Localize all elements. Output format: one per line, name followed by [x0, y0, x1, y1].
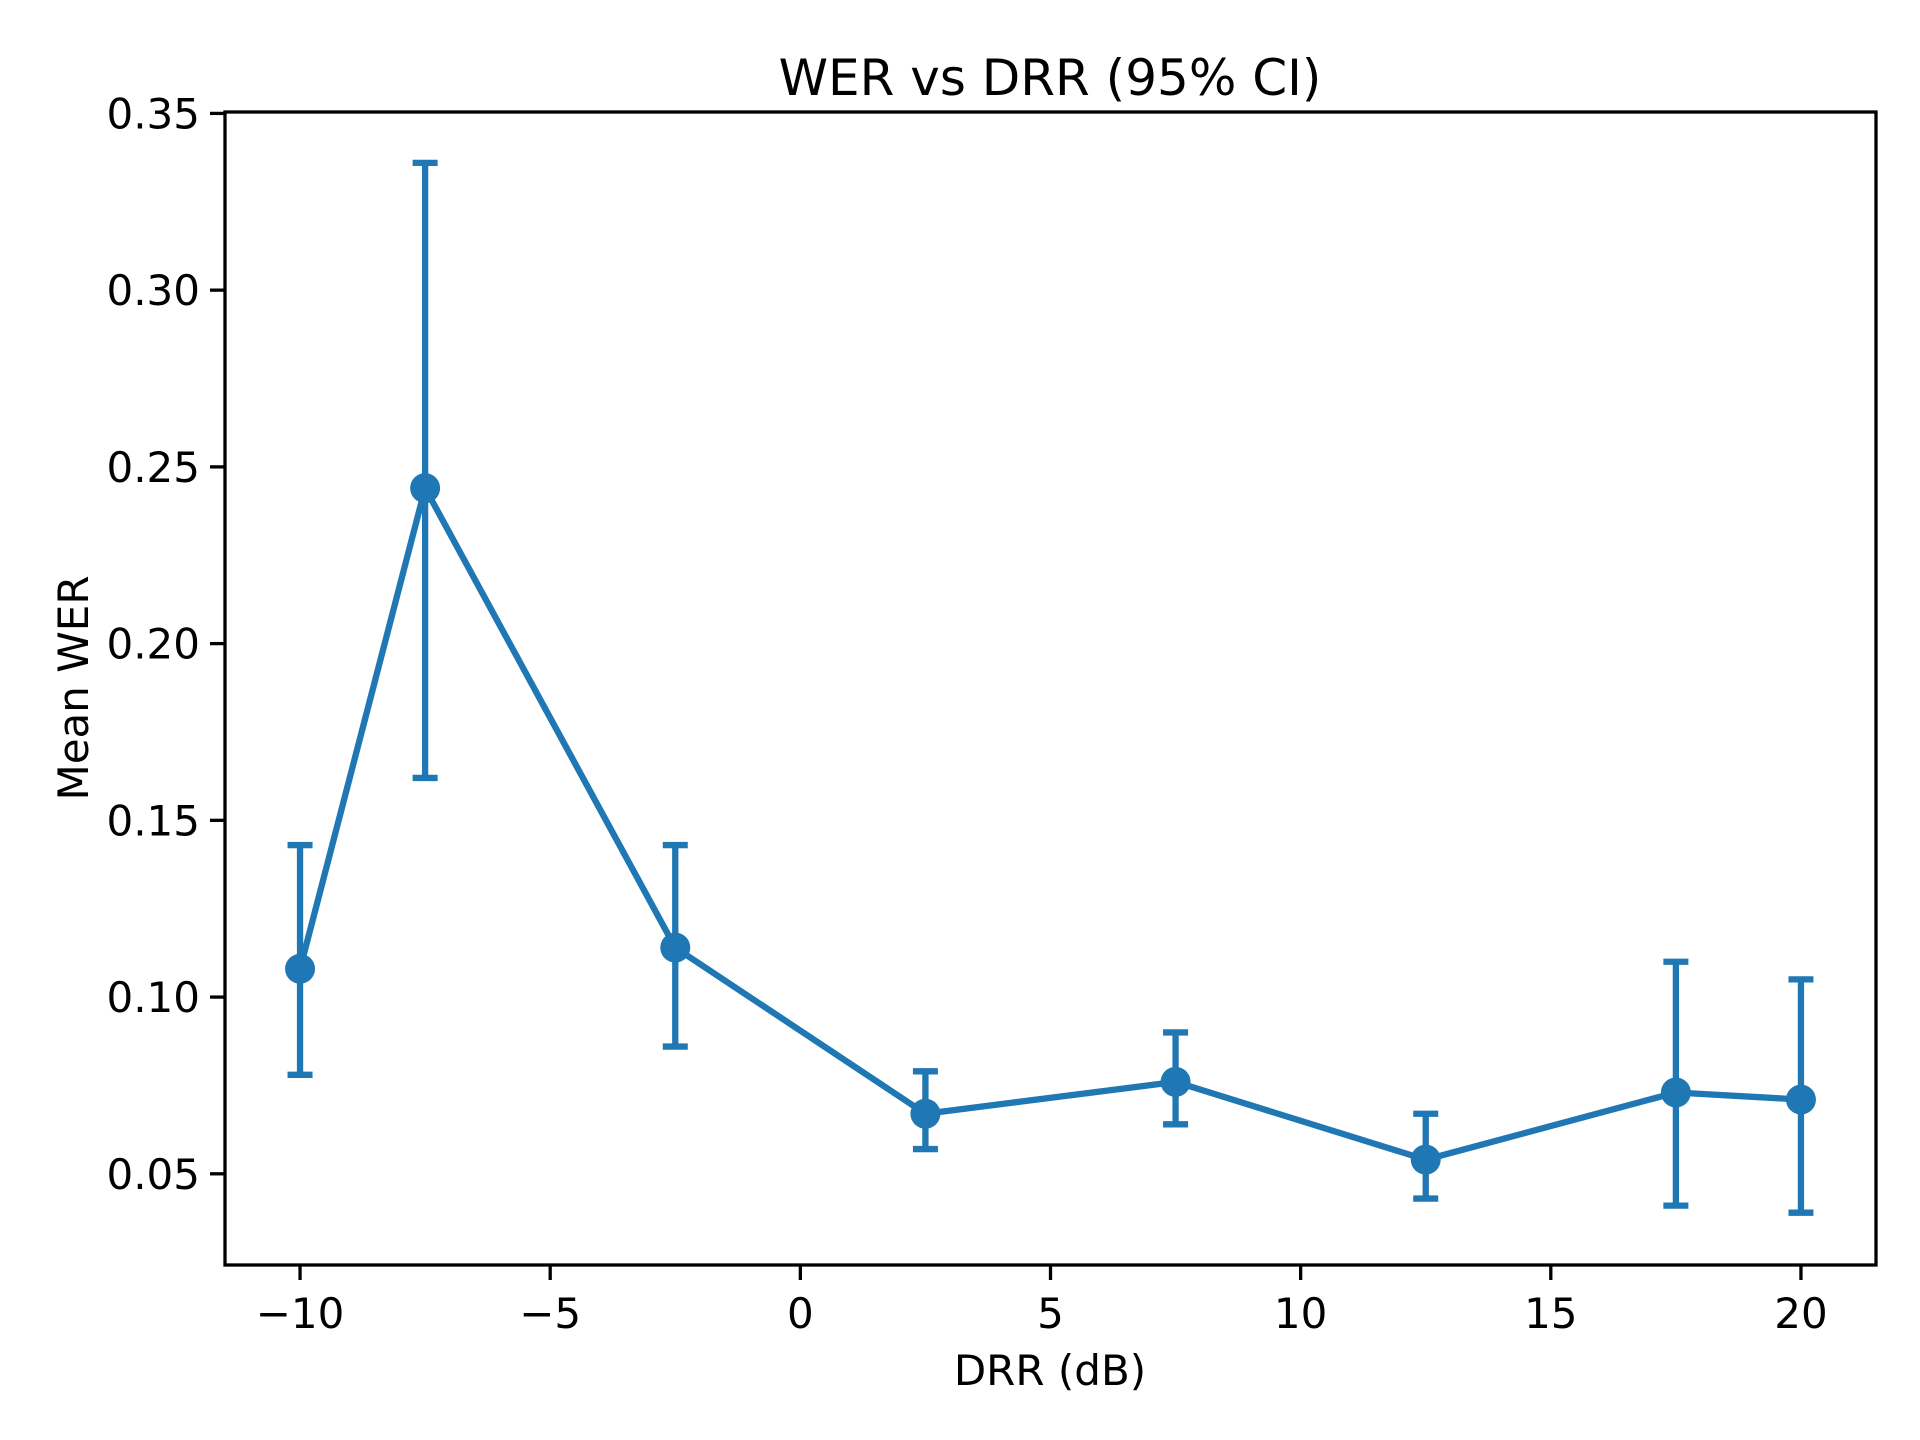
x-tick-label: −10: [256, 1289, 345, 1338]
y-tick-label: 0.05: [106, 1150, 200, 1199]
x-tick-label: −5: [519, 1289, 581, 1338]
data-point-marker: [1785, 1084, 1816, 1115]
data-point-marker: [410, 473, 441, 504]
data-point-marker: [910, 1098, 941, 1129]
y-axis-label: Mean WER: [49, 575, 98, 800]
x-tick-label: 10: [1274, 1289, 1327, 1338]
y-tick-label: 0.10: [106, 973, 200, 1022]
y-tick-label: 0.30: [106, 266, 200, 315]
data-point-marker: [1410, 1144, 1441, 1175]
data-point-marker: [1160, 1066, 1191, 1097]
data-point-marker: [660, 932, 691, 963]
y-tick-label: 0.25: [106, 443, 200, 492]
series-line: [296, 484, 1802, 1163]
plot-area: −10 −5 0 5 10 15 20 0.05 0.10 0.15 0.20 0.25 0.30 0.3…: [106, 89, 1878, 1338]
chart-title: WER vs DRR (95% CI): [779, 49, 1322, 107]
x-tick-label: 5: [1037, 1289, 1064, 1338]
y-tick-label: 0.35: [106, 89, 200, 138]
axes-spines: [223, 110, 1878, 1267]
x-tick-label: 20: [1774, 1289, 1827, 1338]
x-tick-label: 0: [787, 1289, 814, 1338]
x-axis-label: DRR (dB): [954, 1346, 1146, 1395]
x-tick-label: 15: [1524, 1289, 1577, 1338]
data-point-marker: [1660, 1077, 1691, 1108]
data-point-marker: [285, 953, 316, 984]
y-tick-label: 0.20: [106, 620, 200, 669]
y-tick-label: 0.15: [106, 796, 200, 845]
